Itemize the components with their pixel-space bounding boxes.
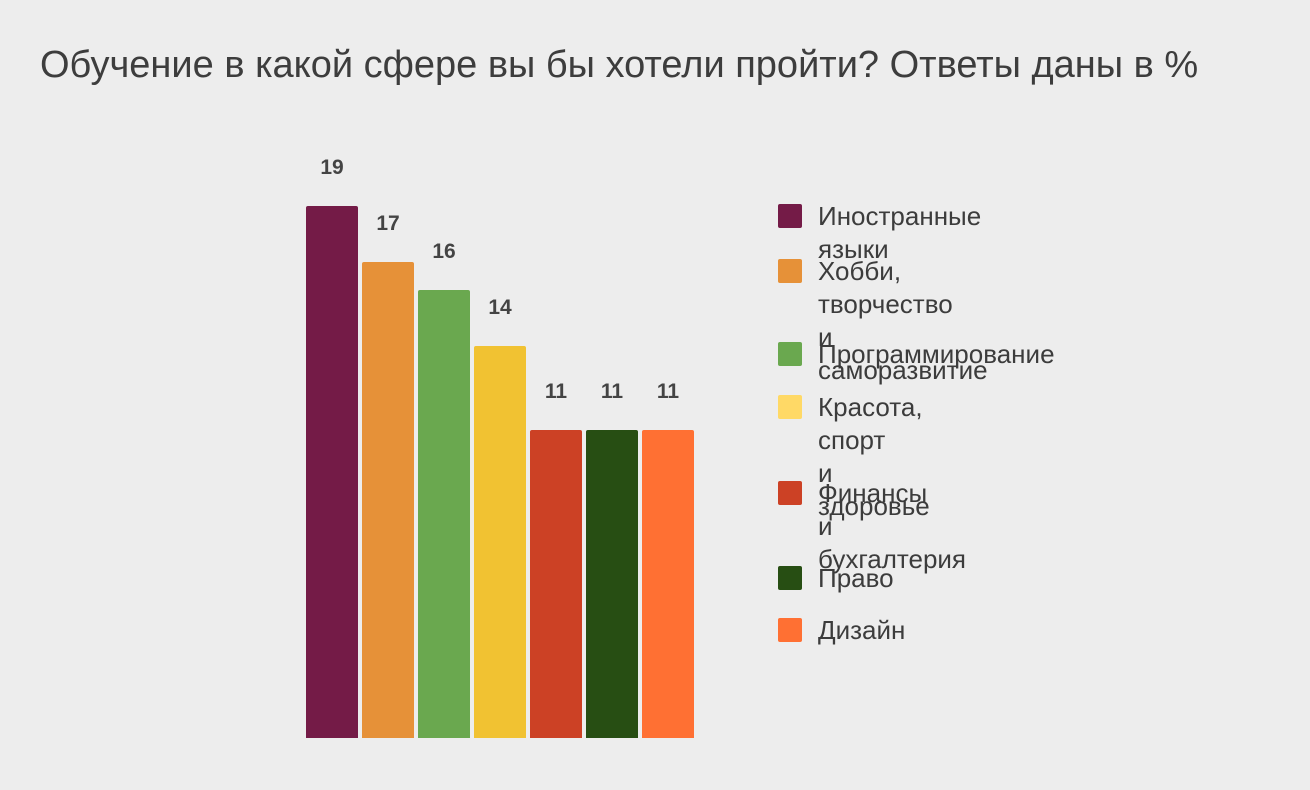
bar-group: 11 xyxy=(530,380,582,738)
bar-value-label: 14 xyxy=(488,296,512,319)
legend-swatch xyxy=(778,259,802,283)
bar xyxy=(642,430,694,738)
bar-value-label: 17 xyxy=(376,212,399,235)
legend-label: Иностранные языки xyxy=(818,201,982,264)
legend-label: Хобби, творчество и саморазвитие xyxy=(818,256,988,385)
bar-value-label: 11 xyxy=(601,380,624,403)
bar-value-label: 19 xyxy=(320,156,343,179)
legend-swatch xyxy=(778,566,802,590)
legend-label: Дизайн xyxy=(818,615,906,645)
legend-swatch xyxy=(778,204,802,228)
chart-title: Обучение в какой сфере вы бы хотели прой… xyxy=(40,44,1199,86)
bar xyxy=(586,430,638,738)
bar-value-label: 11 xyxy=(657,380,680,403)
bar xyxy=(418,290,470,738)
legend-swatch xyxy=(778,395,802,419)
bar xyxy=(362,262,414,738)
bar xyxy=(530,430,582,738)
legend-label: Программирование xyxy=(818,339,1055,369)
bar-group: 11 xyxy=(642,380,694,738)
bar-group: 14 xyxy=(474,296,526,738)
legend-label: Право xyxy=(818,563,894,593)
bar xyxy=(474,346,526,738)
bar xyxy=(306,206,358,738)
bar-group: 17 xyxy=(362,212,414,738)
bar-value-label: 16 xyxy=(432,240,455,263)
bar-group: 19 xyxy=(306,156,358,738)
legend-label: Красота, спорт и здоровье xyxy=(818,392,930,521)
bar-group: 16 xyxy=(418,240,470,738)
legend-swatch xyxy=(778,342,802,366)
bar-group: 11 xyxy=(586,380,638,738)
legend-label: Финансы и бухгалтерия xyxy=(818,478,967,574)
legend-swatch xyxy=(778,481,802,505)
legend-swatch xyxy=(778,618,802,642)
bar-value-label: 11 xyxy=(545,380,568,403)
